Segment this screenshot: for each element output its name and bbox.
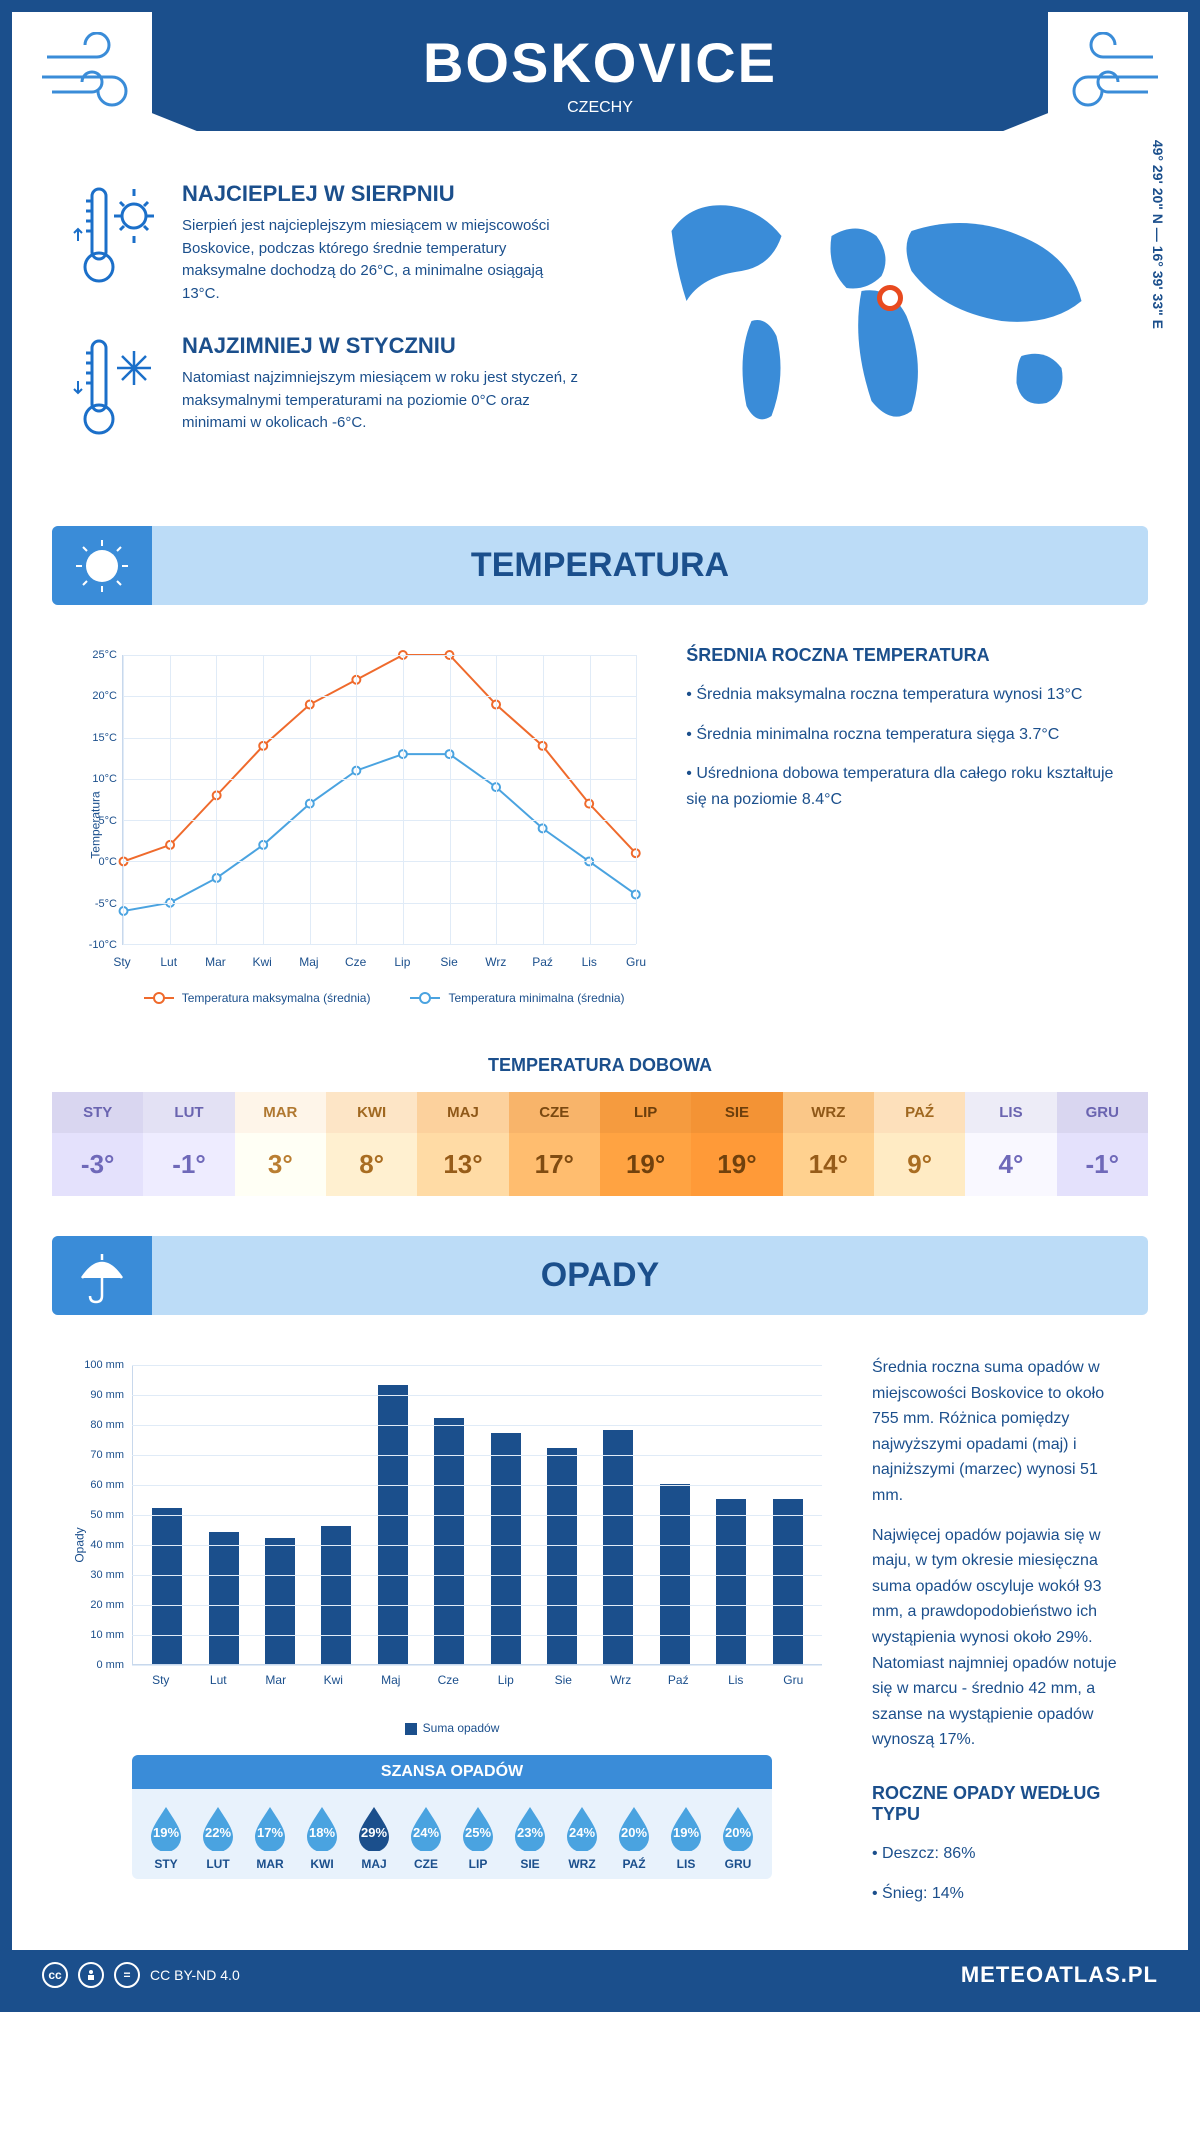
hottest-title: NAJCIEPLEJ W SIERPNIU: [182, 181, 585, 207]
city-title: BOSKOVICE: [152, 30, 1048, 95]
location-marker-icon: [877, 285, 903, 311]
daily-cell: KWI8°: [326, 1092, 417, 1196]
chance-cell: 24%WRZ: [556, 1805, 608, 1871]
coldest-fact: NAJZIMNIEJ W STYCZNIU Natomiast najzimni…: [72, 333, 585, 448]
site-name: METEOATLAS.PL: [961, 1962, 1158, 1988]
legend-min: Temperatura minimalna (średnia): [410, 991, 624, 1005]
chance-cell: 22%LUT: [192, 1805, 244, 1871]
chance-cell: 23%SIE: [504, 1805, 556, 1871]
chance-cell: 20%GRU: [712, 1805, 764, 1871]
bar: [209, 1532, 239, 1664]
precip-snow: • Śnieg: 14%: [872, 1881, 1128, 1907]
thermometer-sun-icon: [72, 181, 162, 305]
daily-cell: MAR3°: [235, 1092, 326, 1196]
daily-cell: LIS4°: [965, 1092, 1056, 1196]
temp-text-heading: ŚREDNIA ROCZNA TEMPERATURA: [686, 645, 1128, 666]
precip-text: Średnia roczna suma opadów w miejscowośc…: [872, 1355, 1128, 1509]
temp-bullet: • Średnia maksymalna roczna temperatura …: [686, 682, 1128, 708]
daily-cell: LUT-1°: [143, 1092, 234, 1196]
umbrella-icon: [52, 1236, 152, 1315]
cc-icon: cc: [42, 1962, 68, 1988]
chance-cell: 20%PAŹ: [608, 1805, 660, 1871]
wind-icon: [1043, 32, 1163, 117]
chance-cell: 24%CZE: [400, 1805, 452, 1871]
temperature-line-chart: Temperatura -10°C-5°C0°C5°C10°C15°C20°C2…: [72, 645, 646, 1005]
precipitation-chance-box: SZANSA OPADÓW 19%STY22%LUT17%MAR18%KWI29…: [132, 1755, 772, 1879]
bar: [152, 1508, 182, 1664]
coldest-text: Natomiast najzimniejszym miesiącem w rok…: [182, 367, 585, 435]
footer: cc = CC BY-ND 4.0 METEOATLAS.PL: [12, 1950, 1188, 2000]
temp-bullet: • Uśredniona dobowa temperatura dla całe…: [686, 761, 1128, 812]
thermometer-snow-icon: [72, 333, 162, 448]
coordinates: 49° 29' 20" N — 16° 39' 33" E: [1150, 139, 1166, 328]
hottest-fact: NAJCIEPLEJ W SIERPNIU Sierpień jest najc…: [72, 181, 585, 305]
precip-text: Najwięcej opadów pojawia się w maju, w t…: [872, 1523, 1128, 1753]
header-banner: BOSKOVICE CZECHY: [152, 12, 1048, 131]
daily-heading: TEMPERATURA DOBOWA: [12, 1055, 1188, 1076]
chance-heading: SZANSA OPADÓW: [132, 1755, 772, 1789]
coldest-title: NAJZIMNIEJ W STYCZNIU: [182, 333, 585, 359]
bar: [491, 1433, 521, 1664]
section-title: TEMPERATURA: [471, 546, 729, 584]
bar-legend: Suma opadów: [72, 1721, 832, 1735]
license-text: CC BY-ND 4.0: [150, 1967, 240, 1983]
wind-icon: [37, 32, 157, 117]
legend-max: Temperatura maksymalna (średnia): [144, 991, 371, 1005]
daily-cell: SIE19°: [691, 1092, 782, 1196]
daily-cell: STY-3°: [52, 1092, 143, 1196]
precip-rain: • Deszcz: 86%: [872, 1841, 1128, 1867]
bar: [378, 1385, 408, 1664]
section-precipitation: OPADY: [52, 1236, 1148, 1315]
chance-cell: 25%LIP: [452, 1805, 504, 1871]
nd-icon: =: [114, 1962, 140, 1988]
chance-cell: 19%STY: [140, 1805, 192, 1871]
precipitation-bar-chart: Opady 0 mm10 mm20 mm30 mm40 mm50 mm60 mm…: [72, 1355, 832, 1735]
chance-cell: 29%MAJ: [348, 1805, 400, 1871]
country-subtitle: CZECHY: [152, 99, 1048, 117]
daily-cell: MAJ13°: [417, 1092, 508, 1196]
daily-cell: PAŹ9°: [874, 1092, 965, 1196]
section-temperature: TEMPERATURA: [52, 526, 1148, 605]
chance-cell: 19%LIS: [660, 1805, 712, 1871]
world-map: [615, 181, 1128, 441]
chance-cell: 18%KWI: [296, 1805, 348, 1871]
chance-cell: 17%MAR: [244, 1805, 296, 1871]
section-title: OPADY: [541, 1256, 659, 1294]
temp-bullet: • Średnia minimalna roczna temperatura s…: [686, 722, 1128, 748]
bar: [547, 1448, 577, 1664]
daily-cell: WRZ14°: [783, 1092, 874, 1196]
hottest-text: Sierpień jest najcieplejszym miesiącem w…: [182, 215, 585, 305]
bar: [321, 1526, 351, 1664]
bar: [265, 1538, 295, 1664]
by-icon: [78, 1962, 104, 1988]
daily-cell: GRU-1°: [1057, 1092, 1148, 1196]
bar: [716, 1499, 746, 1664]
bar: [603, 1430, 633, 1664]
sun-icon: [52, 526, 152, 605]
bar: [660, 1484, 690, 1664]
daily-cell: LIP19°: [600, 1092, 691, 1196]
daily-temperature-table: STY-3°LUT-1°MAR3°KWI8°MAJ13°CZE17°LIP19°…: [52, 1092, 1148, 1196]
daily-cell: CZE17°: [509, 1092, 600, 1196]
bar: [773, 1499, 803, 1664]
precip-type-heading: ROCZNE OPADY WEDŁUG TYPU: [872, 1783, 1128, 1825]
